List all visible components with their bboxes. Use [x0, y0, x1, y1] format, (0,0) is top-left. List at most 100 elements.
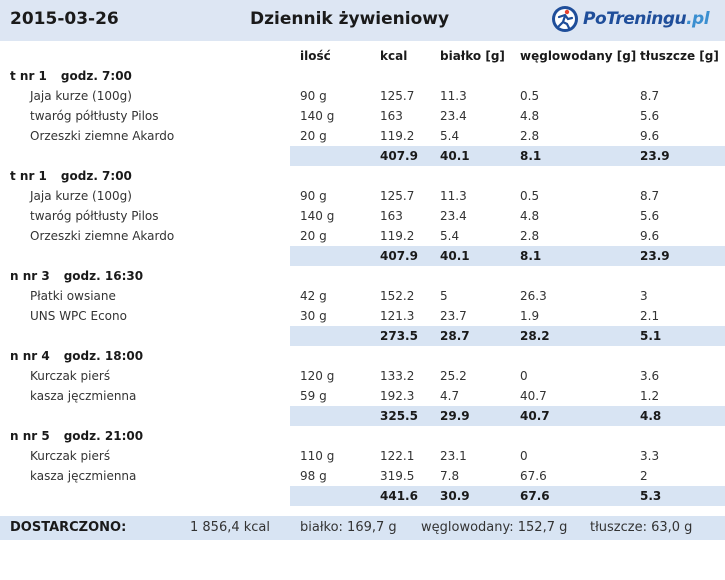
meal-header: n nr 3 godz. 16:30: [10, 269, 143, 283]
total-carbs: 28.2: [520, 329, 550, 343]
total-carbs: 40.7: [520, 409, 550, 423]
col-header-protein: białko [g]: [440, 49, 505, 63]
diary-date: 2015-03-26: [10, 9, 119, 29]
total-protein: 29.9: [440, 409, 470, 423]
food-carbs: 26.3: [520, 289, 547, 303]
food-qty: 30 g: [300, 309, 327, 323]
total-kcal: 325.5: [380, 409, 418, 423]
food-fat: 3.6: [640, 369, 660, 383]
food-kcal: 163: [380, 209, 403, 223]
food-kcal: 152.2: [380, 289, 415, 303]
food-row: Kurczak pierś 110 g 122.1 23.1 0 3.3: [0, 446, 725, 466]
meal-label: n nr 5: [10, 429, 50, 443]
food-protein: 11.3: [440, 89, 467, 103]
food-protein: 23.1: [440, 449, 467, 463]
food-fat: 9.6: [640, 229, 660, 243]
total-protein: 40.1: [440, 149, 470, 163]
food-fat: 5.6: [640, 109, 660, 123]
total-fat: 4.8: [640, 409, 662, 423]
meal-total-row: 407.9 40.1 8.1 23.9: [290, 246, 725, 266]
food-name: kasza jęczmienna: [30, 389, 137, 403]
food-protein: 7.8: [440, 469, 460, 483]
food-fat: 9.6: [640, 129, 660, 143]
food-carbs: 0: [520, 369, 528, 383]
food-carbs: 2.8: [520, 129, 540, 143]
total-protein: 28.7: [440, 329, 470, 343]
food-kcal: 192.3: [380, 389, 415, 403]
food-qty: 20 g: [300, 229, 327, 243]
food-kcal: 163: [380, 109, 403, 123]
col-header-fat: tłuszcze [g]: [640, 49, 719, 63]
food-name: kasza jęczmienna: [30, 469, 137, 483]
food-qty: 20 g: [300, 129, 327, 143]
food-carbs: 4.8: [520, 209, 540, 223]
food-fat: 3.3: [640, 449, 660, 463]
food-kcal: 121.3: [380, 309, 415, 323]
summary-carbs: węglowodany: 152,7 g: [421, 520, 568, 535]
food-name: Orzeszki ziemne Akardo: [30, 129, 175, 143]
food-qty: 42 g: [300, 289, 327, 303]
food-name: Płatki owsiane: [30, 289, 116, 303]
food-row: UNS WPC Econo 30 g 121.3 23.7 1.9 2.1: [0, 306, 725, 326]
food-qty: 110 g: [300, 449, 335, 463]
food-row: Kurczak pierś 120 g 133.2 25.2 0 3.6: [0, 366, 725, 386]
food-fat: 2: [640, 469, 648, 483]
food-qty: 140 g: [300, 109, 335, 123]
food-kcal: 319.5: [380, 469, 415, 483]
meal-time: godz. 21:00: [63, 429, 144, 443]
food-row: Jaja kurze (100g) 90 g 125.7 11.3 0.5 8.…: [0, 186, 725, 206]
summary-fat: tłuszcze: 63,0 g: [590, 520, 693, 535]
food-fat: 8.7: [640, 89, 660, 103]
food-carbs: 1.9: [520, 309, 540, 323]
logo-main-text: PoTreningu: [583, 9, 687, 29]
food-protein: 4.7: [440, 389, 460, 403]
food-name: twaróg półtłusty Pilos: [30, 109, 159, 123]
logo-domain-text: .pl: [686, 9, 710, 29]
food-protein: 23.4: [440, 209, 467, 223]
meal-label: t nr 1: [10, 169, 47, 183]
meal-header: n nr 4 godz. 18:00: [10, 349, 143, 363]
meal-time: godz. 7:00: [60, 169, 132, 183]
food-kcal: 125.7: [380, 189, 415, 203]
page-title: Dziennik żywieniowy: [250, 9, 450, 29]
food-row: twaróg półtłusty Pilos 140 g 163 23.4 4.…: [0, 206, 725, 226]
food-qty: 90 g: [300, 89, 327, 103]
food-kcal: 119.2: [380, 129, 415, 143]
total-fat: 5.1: [640, 329, 662, 343]
food-carbs: 0.5: [520, 189, 540, 203]
food-row: Jaja kurze (100g) 90 g 125.7 11.3 0.5 8.…: [0, 86, 725, 106]
food-kcal: 125.7: [380, 89, 415, 103]
total-fat: 23.9: [640, 249, 670, 263]
meal-time: godz. 16:30: [63, 269, 144, 283]
col-header-kcal: kcal: [380, 49, 408, 63]
food-carbs: 0: [520, 449, 528, 463]
total-fat: 5.3: [640, 489, 662, 503]
food-row: kasza jęczmienna 98 g 319.5 7.8 67.6 2: [0, 466, 725, 486]
food-row: twaróg półtłusty Pilos 140 g 163 23.4 4.…: [0, 106, 725, 126]
meal-total-row: 441.6 30.9 67.6 5.3: [290, 486, 725, 506]
food-qty: 98 g: [300, 469, 327, 483]
food-fat: 5.6: [640, 209, 660, 223]
daily-summary-bar: DOSTARCZONO: 1 856,4 kcal białko: 169,7 …: [0, 516, 725, 540]
food-protein: 11.3: [440, 189, 467, 203]
meal-total-row: 407.9 40.1 8.1 23.9: [290, 146, 725, 166]
meal-total-row: 273.5 28.7 28.2 5.1: [290, 326, 725, 346]
food-name: UNS WPC Econo: [30, 309, 127, 323]
food-protein: 23.4: [440, 109, 467, 123]
food-qty: 120 g: [300, 369, 335, 383]
food-fat: 2.1: [640, 309, 660, 323]
meal-label: t nr 1: [10, 69, 47, 83]
total-kcal: 441.6: [380, 489, 418, 503]
total-kcal: 407.9: [380, 249, 418, 263]
food-carbs: 4.8: [520, 109, 540, 123]
food-fat: 3: [640, 289, 648, 303]
food-row: kasza jęczmienna 59 g 192.3 4.7 40.7 1.2: [0, 386, 725, 406]
runner-logo-icon: [552, 6, 578, 32]
meal-header: t nr 1 godz. 7:00: [10, 169, 132, 183]
total-fat: 23.9: [640, 149, 670, 163]
meal-label: n nr 3: [10, 269, 50, 283]
potreningu-logo[interactable]: PoTreningu.pl: [550, 4, 710, 34]
food-name: Orzeszki ziemne Akardo: [30, 229, 175, 243]
food-fat: 8.7: [640, 189, 660, 203]
logo-text: PoTreningu.pl: [583, 9, 710, 29]
